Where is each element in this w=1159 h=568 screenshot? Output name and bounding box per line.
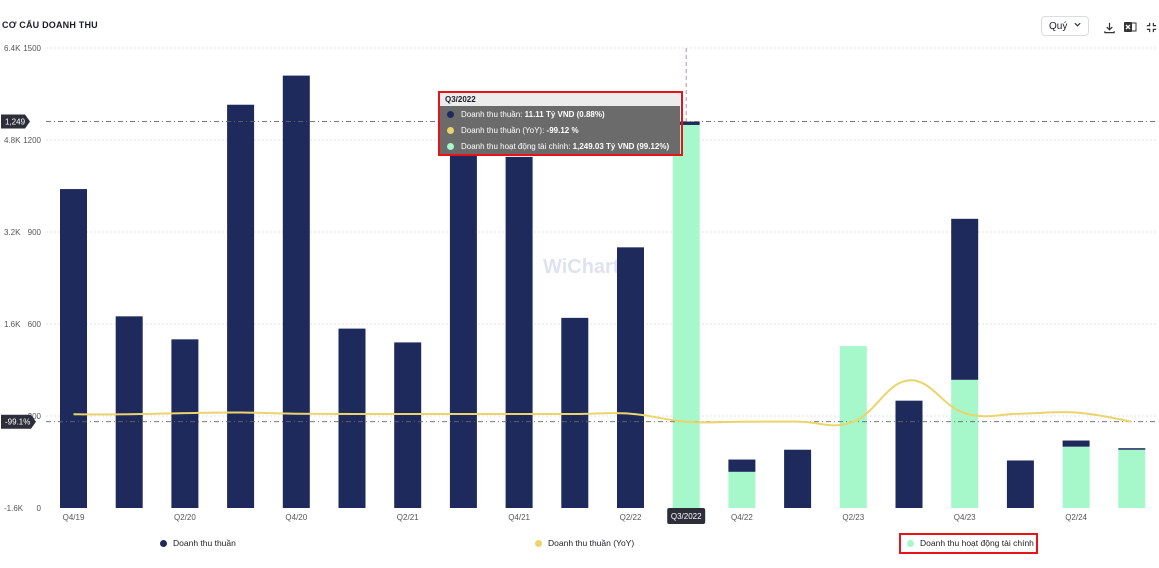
period-select-value: Quý xyxy=(1049,20,1068,32)
x-tick-label: Q4/20 xyxy=(285,513,307,522)
net-revenue-bar xyxy=(784,449,812,508)
financial-revenue-bar xyxy=(951,379,979,508)
tooltip-value: 1,249.03 Tỷ VND (99.12%) xyxy=(572,141,670,151)
x-tick-label: Q2/22 xyxy=(620,513,642,522)
x-tick-highlight-bg xyxy=(667,508,706,524)
x-tick-label: Q4/22 xyxy=(731,513,753,522)
y-right-tick-label: 600 xyxy=(28,320,42,329)
tooltip-dot xyxy=(447,142,454,150)
y-left-tick-label: 6.4K xyxy=(4,44,21,53)
tooltip-highlight-box xyxy=(438,91,683,156)
net-revenue-bar xyxy=(951,218,979,380)
net-revenue-bar xyxy=(728,459,756,472)
net-revenue-bar xyxy=(1062,440,1090,447)
crosshair-marker-label: 1,249 xyxy=(5,118,26,127)
y-right-tick-label: 900 xyxy=(28,228,42,237)
financial-revenue-bar xyxy=(728,471,756,508)
crosshair-marker-bg xyxy=(1,414,36,429)
net-revenue-bar xyxy=(1006,460,1034,508)
tooltip-dot xyxy=(447,110,454,118)
net-revenue-bar xyxy=(338,328,366,508)
net-revenue-bar xyxy=(505,156,533,508)
financial-revenue-bar xyxy=(672,124,700,508)
financial-revenue-bar xyxy=(1118,449,1146,508)
chevron-down-icon xyxy=(1073,20,1082,31)
legend-dot xyxy=(535,539,542,547)
excel-icon[interactable] xyxy=(1122,19,1138,35)
legend-dot xyxy=(907,539,914,547)
x-tick-label: Q4/19 xyxy=(63,513,85,522)
y-right-tick-label: 300 xyxy=(28,412,42,421)
net-revenue-bar xyxy=(1118,448,1146,450)
legend-dot xyxy=(160,539,167,547)
tooltip-value: -99.12 % xyxy=(546,125,579,135)
legend-label: Doanh thu hoạt động tài chính xyxy=(920,538,1034,548)
chart-tooltip: Q3/2022 Doanh thu thuần: 11.11 Tỷ VND (0… xyxy=(440,93,680,154)
tooltip-row-net-revenue: Doanh thu thuần: 11.11 Tỷ VND (0.88%) xyxy=(440,106,680,122)
net-revenue-bar xyxy=(672,121,700,125)
legend-label: Doanh thu thuần (YoY) xyxy=(548,538,635,548)
tooltip-label: Doanh thu thuần (YoY): xyxy=(461,125,547,135)
fullscreen-icon[interactable] xyxy=(1143,19,1159,35)
legend-item-yoy[interactable]: Doanh thu thuần (YoY) xyxy=(535,538,634,548)
y-left-tick-label: 4.8K xyxy=(4,136,21,145)
x-tick-label: Q2/23 xyxy=(842,513,864,522)
x-tick-label: Q2/24 xyxy=(1065,513,1087,522)
y-right-tick-label: 1200 xyxy=(23,136,41,145)
yoy-line xyxy=(73,379,1132,427)
x-tick-label-highlight: Q3/2022 xyxy=(667,508,706,524)
crosshair-marker-label: -99.1% xyxy=(5,418,30,427)
chart-title: CƠ CẤU DOANH THU xyxy=(2,20,98,30)
net-revenue-bar xyxy=(282,75,310,508)
watermark-logo: WiChart xyxy=(543,256,620,278)
net-revenue-bar xyxy=(60,189,87,509)
net-revenue-bar xyxy=(115,316,143,508)
crosshair-value-left: -99.1% xyxy=(1,414,36,429)
legend-item-financial[interactable]: Doanh thu hoạt động tài chính xyxy=(907,538,1034,548)
net-revenue-bar xyxy=(227,104,255,508)
x-tick-label: Q4/23 xyxy=(954,513,976,522)
y-left-tick-label: 3.2K xyxy=(4,228,21,237)
net-revenue-bar xyxy=(394,342,422,508)
tooltip-dot xyxy=(447,126,454,134)
financial-revenue-bar xyxy=(1062,446,1090,508)
x-tick-label: Q2/20 xyxy=(174,513,196,522)
tooltip-title: Q3/2022 xyxy=(440,93,680,106)
net-revenue-bar xyxy=(449,140,477,508)
tooltip-label: Doanh thu hoạt động tài chính: xyxy=(461,141,573,151)
tooltip-label: Doanh thu thuần: xyxy=(461,109,525,119)
crosshair-marker-bg xyxy=(1,114,30,129)
tooltip-value: 11.11 Tỷ VND (0.88%) xyxy=(524,109,605,119)
legend-item-net-revenue[interactable]: Doanh thu thuần xyxy=(160,538,236,548)
tooltip-row-financial: Doanh thu hoạt động tài chính: 1,249.03 … xyxy=(440,138,680,154)
financial-revenue-bar xyxy=(839,346,867,508)
x-tick-label: Q2/21 xyxy=(397,513,419,522)
crosshair-value-right: 1,249 xyxy=(1,114,30,129)
x-tick-label: Q3/2022 xyxy=(671,512,702,521)
y-left-tick-label: -1.6K xyxy=(4,504,24,513)
net-revenue-bar xyxy=(895,400,923,508)
download-icon[interactable] xyxy=(1101,19,1117,35)
tooltip-row-yoy: Doanh thu thuần (YoY): -99.12 % xyxy=(440,122,680,138)
legend-label: Doanh thu thuần xyxy=(173,538,236,548)
period-select[interactable]: Quý xyxy=(1041,16,1089,36)
y-right-tick-label: 1500 xyxy=(23,44,41,53)
legend-highlight-box xyxy=(899,533,1038,554)
x-tick-label: Q4/21 xyxy=(508,513,530,522)
net-revenue-bar xyxy=(171,339,199,508)
net-revenue-bar xyxy=(617,247,644,509)
y-right-tick-label: 0 xyxy=(37,504,42,513)
y-left-tick-label: 1.6K xyxy=(4,320,21,329)
